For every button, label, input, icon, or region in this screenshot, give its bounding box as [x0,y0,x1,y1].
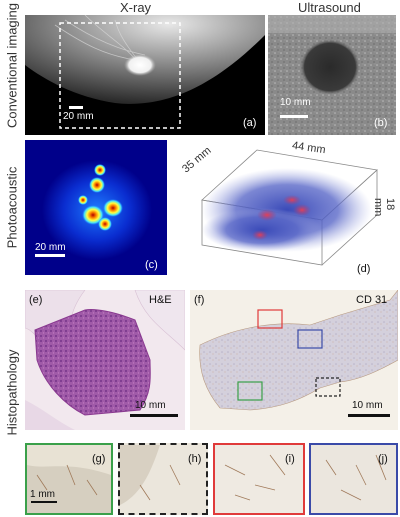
panel-c-photoacoustic-2d: 20 mm (c) [25,140,167,275]
scale-bar-a [69,106,83,109]
scale-label-a: 20 mm [63,111,94,122]
panel-label-f: (f) [194,294,205,306]
scale-bar-g [31,501,57,503]
panel-label-i: (i) [285,453,295,465]
panel-i-zoom-red: (i) [213,443,305,515]
xray-roi-box [59,22,181,129]
stain-label-e: H&E [149,294,172,306]
column-title-xray: X-ray [120,0,152,15]
scale-bar-b [280,115,308,118]
scale-bar-e [130,414,178,417]
panel-j-zoom-blue: (j) [309,443,398,515]
panel-label-d: (d) [357,263,371,275]
panel-label-h: (h) [188,453,202,465]
zoom-image-h [120,445,181,505]
ultrasound-image [268,15,396,135]
zoom-image-i [224,454,286,501]
row-label-histopathology: Histopathology [4,349,20,436]
column-title-ultrasound: Ultrasound [298,0,361,15]
scale-label-c: 20 mm [35,242,66,253]
panel-label-b: (b) [374,117,388,129]
row-label-conventional: Conventional imaging [4,2,20,129]
xray-lesion [124,54,156,76]
panel-label-c: (c) [145,259,158,271]
xray-image [25,15,265,129]
ultrasound-mass [300,39,360,95]
cd31-stain-image [199,290,398,417]
panel-f-cd31-stain: (f) CD 31 10 mm [190,290,398,430]
scale-bar-f [348,414,390,417]
row-label-photoacoustic: Photoacoustic [4,166,20,249]
panel-label-j: (j) [378,453,388,465]
roi-box-red [257,309,283,329]
panel-label-a: (a) [243,117,257,129]
scale-label-g: 1 mm [30,489,55,500]
stain-label-f: CD 31 [356,294,388,306]
roi-box-blue [297,329,323,349]
panel-h-zoom-black: (h) [118,443,208,515]
dim-label-height: 18 mm [372,198,396,217]
panel-a-xray: 20 mm (a) [25,15,265,135]
scale-label-e: 10 mm [135,400,166,411]
scale-label-b: 10 mm [280,97,311,108]
zoom-image-j [325,454,387,501]
panel-d-photoacoustic-3d: 35 mm 44 mm 18 mm (d) [172,140,400,285]
scale-label-f: 10 mm [352,400,383,411]
roi-box-green [237,381,263,401]
panel-b-ultrasound: 10 mm (b) [268,15,396,135]
photoacoustic-volume [201,149,378,266]
photoacoustic-map [25,140,167,275]
zoom-image-g [27,464,111,513]
panel-g-zoom-green: 1 mm (g) [25,443,113,515]
roi-box-black [315,377,341,397]
he-stain-image [25,290,185,430]
panel-label-g: (g) [92,453,106,465]
panel-label-e: (e) [29,294,43,306]
panel-e-he-stain: (e) H&E 10 mm [25,290,185,430]
scale-bar-c [35,254,65,257]
